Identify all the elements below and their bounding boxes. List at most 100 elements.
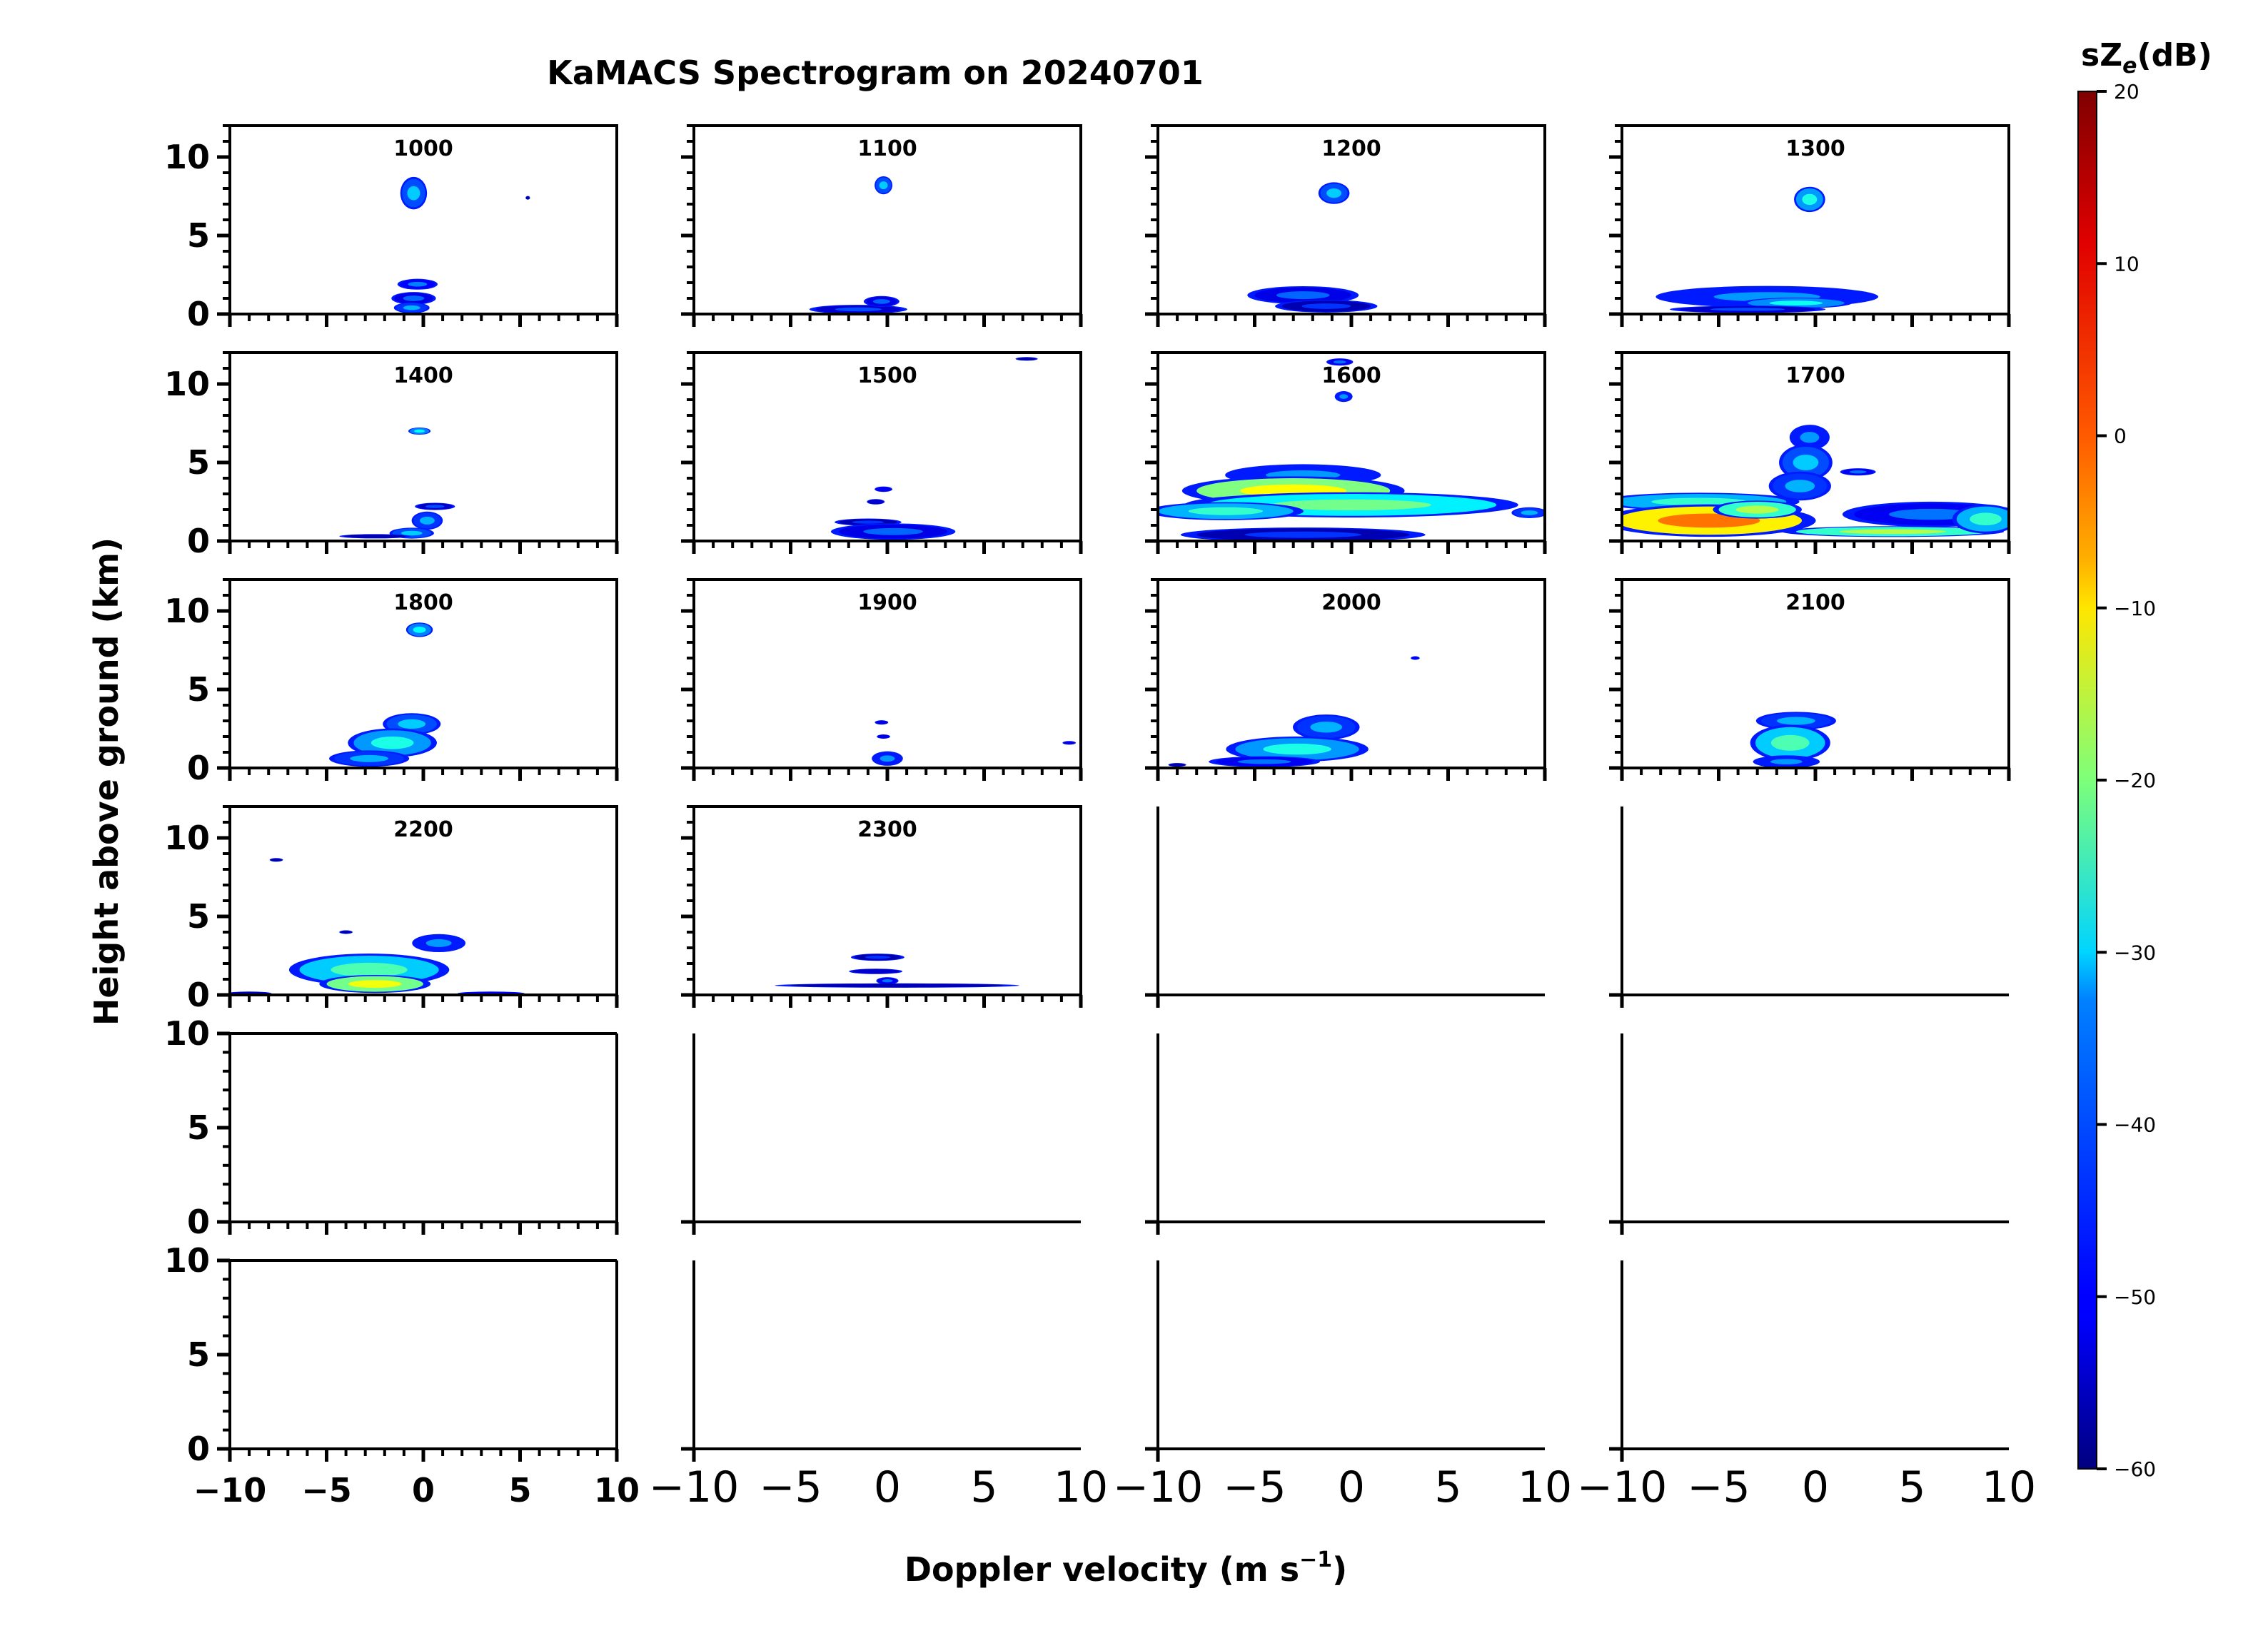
spectrum-area	[329, 622, 441, 767]
panel-2300: 2300	[681, 805, 1083, 1008]
panel-time-label: 2300	[857, 817, 917, 842]
spectrum-blob-core	[1839, 529, 1946, 535]
panel-empty-20: 0 5 10 −10 −5 0 5 10	[164, 1241, 640, 1510]
panel-time-label: 2100	[1785, 590, 1845, 615]
y-tick-label: 5	[187, 443, 210, 482]
y-tick-label: 0	[187, 295, 210, 333]
y-tick-label: 0	[187, 522, 210, 560]
x-tick-label: −10	[193, 1471, 267, 1510]
panel-empty-19	[1609, 1033, 2009, 1235]
x-tick-label: 5	[508, 1471, 531, 1510]
y-tick-label: 10	[164, 1014, 210, 1053]
panel-time-label: 1600	[1321, 363, 1381, 388]
spectrum-blob-core	[350, 754, 388, 762]
y-tick-label: 0	[187, 1203, 210, 1241]
spectrum-blob-core	[1333, 360, 1346, 364]
spectrum-blob-core	[1237, 759, 1291, 764]
y-tick-label: 5	[187, 216, 210, 255]
spectrum-blob-core	[1301, 303, 1351, 309]
panel-2200: 2200 0 5 10	[164, 805, 619, 1014]
spectrum-blob	[1411, 656, 1419, 660]
y-tick-label: 10	[164, 365, 210, 403]
x-tick-label: 10	[1518, 1462, 1572, 1512]
panel-empty-15	[1609, 807, 2009, 1008]
y-ticks	[681, 351, 694, 543]
x-ticks	[692, 768, 1083, 781]
panel-1000: 1000 0 5 10	[164, 124, 619, 333]
y-tick-label: 5	[187, 897, 210, 936]
y-ticks	[1609, 351, 1622, 543]
spectrum-blob-core	[1651, 497, 1748, 506]
colorbar: sZe(dB) 20 10 0 −10 −20 −30 −40 −50 −60	[2077, 37, 2212, 1481]
y-ticks	[681, 578, 694, 770]
panel-1700: 1700	[1609, 351, 2011, 554]
panel-axes	[692, 1033, 1081, 1223]
x-ticks	[1620, 541, 2011, 554]
spectrum-blob-core	[882, 979, 893, 983]
x-ticks	[228, 995, 619, 1008]
spectrum-blob-core	[348, 980, 402, 989]
x-axis-label: Doppler velocity (m s−1)	[904, 1547, 1347, 1589]
spectrum-area	[872, 720, 1077, 766]
spectrum-blob-core	[1770, 759, 1803, 765]
spectrum-blob-core	[425, 939, 452, 947]
y-ticks	[1145, 351, 1158, 543]
panel-empty-22: −10 −5 0 5 10	[1113, 1260, 1572, 1512]
x-tick-label: 0	[1802, 1462, 1829, 1512]
panel-1100: 1100	[681, 124, 1083, 327]
y-tick-label: 5	[187, 1108, 210, 1147]
spectrum-blob-core	[403, 295, 425, 301]
panel-empty-16: 0 5 10	[164, 1014, 619, 1241]
spectrum-blob-core	[1263, 743, 1331, 755]
x-tick-label: −10	[649, 1462, 740, 1512]
panel-2000: 2000	[1145, 578, 1547, 781]
spectrum-blob-core	[1276, 291, 1330, 300]
colorbar-tick-label: −20	[2114, 769, 2156, 792]
spectrum-area	[1158, 358, 1545, 541]
panel-1900: 1900	[681, 578, 1083, 781]
colorbar-tick-label: −40	[2114, 1113, 2156, 1137]
panel-time-label: 1000	[393, 136, 453, 161]
x-tick-label: 5	[970, 1462, 997, 1512]
x-ticks	[1156, 768, 1547, 781]
y-ticks	[1609, 578, 1622, 770]
spectrum-blob-core	[865, 956, 891, 959]
y-ticks	[217, 124, 230, 316]
spectrum-blob-core	[408, 281, 428, 287]
spectrum-blob-core	[852, 520, 884, 524]
panel-time-label: 1300	[1785, 136, 1845, 161]
panel-empty-18	[1145, 1033, 1545, 1235]
x-tick-label: −5	[759, 1462, 822, 1512]
spectrum-area	[830, 357, 1038, 540]
spectrum-blob-core	[1769, 300, 1823, 305]
x-tick-label: −10	[1113, 1462, 1204, 1512]
panel-1300: 1300	[1609, 124, 2011, 327]
x-ticks	[228, 768, 619, 781]
panel-time-label: 1100	[857, 136, 917, 161]
panel-axes	[1621, 1033, 2009, 1223]
y-tick-label: 0	[187, 749, 210, 787]
x-ticks	[1156, 314, 1547, 327]
x-tick-label: −5	[301, 1471, 352, 1510]
y-tick-label: 5	[187, 670, 210, 709]
x-tick-label: −5	[1223, 1462, 1286, 1512]
spectrum-area	[1247, 182, 1378, 313]
spectrum-blob	[875, 487, 892, 492]
figure-title: KaMACS Spectrogram on 20240701	[547, 54, 1204, 92]
panel-1400: 1400 0 5 10	[164, 351, 619, 560]
colorbar-tick-label: 0	[2114, 425, 2127, 448]
x-ticks	[692, 541, 1083, 554]
x-ticks	[228, 1449, 619, 1462]
spectrum-blob	[1169, 763, 1185, 767]
spectrum-blob-core	[419, 516, 435, 525]
spectrum-blob-core	[1735, 505, 1779, 514]
x-tick-label: 0	[1338, 1462, 1365, 1512]
y-ticks	[217, 1031, 230, 1224]
spectrum-blob	[852, 969, 899, 974]
spectrum-blob	[875, 720, 887, 724]
y-tick-label: 10	[164, 138, 210, 176]
x-tick-label: −10	[1577, 1462, 1668, 1512]
spectrum-area	[1750, 712, 1836, 768]
spectrum-blob-core	[1800, 432, 1820, 443]
x-tick-label: 10	[1054, 1462, 1108, 1512]
